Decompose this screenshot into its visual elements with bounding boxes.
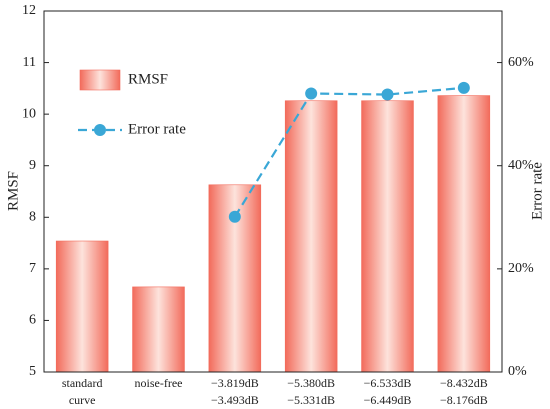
point [228, 210, 241, 223]
bar [208, 184, 262, 373]
y-tick-label: 10 [22, 106, 36, 121]
point [381, 88, 394, 101]
point [457, 81, 470, 94]
bar [437, 95, 491, 373]
x-tick-label: standard [62, 376, 103, 390]
x-tick-label: −3.493dB [211, 393, 259, 407]
y2-axis-label: Error rate [529, 162, 545, 220]
legend-swatch [79, 69, 121, 91]
y-tick-label: 5 [29, 364, 36, 379]
bar [55, 240, 109, 373]
y-axis-label: RMSF [5, 171, 21, 211]
bar [361, 100, 414, 373]
y2-tick-label: 20% [508, 261, 534, 276]
legend-label: RMSF [128, 71, 168, 87]
x-tick-label: noise-free [135, 376, 183, 390]
y-tick-label: 9 [29, 158, 36, 173]
plot-frame [43, 10, 503, 373]
y-tick-label: 8 [29, 210, 36, 225]
y2-tick-label: 60% [508, 55, 534, 70]
y-tick-label: 6 [29, 313, 36, 328]
legend-point [94, 124, 106, 136]
bar [284, 100, 338, 373]
y-tick-label: 7 [29, 261, 36, 276]
y2-tick-label: 40% [508, 158, 534, 173]
bar [132, 286, 185, 373]
x-tick-label: −6.533dB [364, 376, 412, 390]
y-tick-label: 11 [23, 55, 36, 70]
point [305, 87, 318, 100]
x-tick-label: −5.380dB [287, 376, 335, 390]
x-tick-label: −3.819dB [211, 376, 259, 390]
x-tick-label: −8.432dB [440, 376, 488, 390]
legend-label: Error rate [128, 121, 186, 137]
y2-tick-label: 0% [508, 364, 527, 379]
x-tick-label: −8.176dB [440, 393, 488, 407]
x-tick-label: −5.331dB [287, 393, 335, 407]
x-tick-label: −6.449dB [364, 393, 412, 407]
line [233, 86, 464, 218]
y-tick-label: 12 [22, 3, 36, 18]
x-tick-label: curve [69, 393, 96, 407]
